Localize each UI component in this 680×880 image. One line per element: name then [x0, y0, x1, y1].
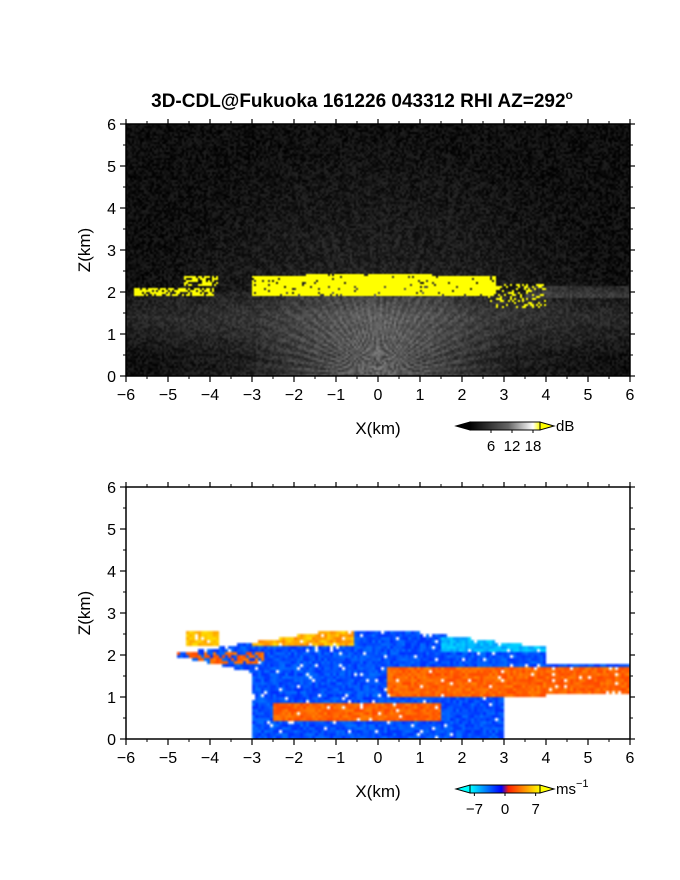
velocity-panel: −6 −5 −4 −3 −2 −1 0 1 2 3 4 5 6 0 1 2 3 4 5 6 X(km) Z(km) −… — [75, 480, 635, 818]
y-tick-label: 5 — [107, 522, 116, 539]
y-tick-label: 1 — [107, 327, 116, 344]
velocity-ylabel: Z(km) — [75, 591, 94, 635]
y-tick-label: 3 — [107, 606, 116, 623]
colorbar-gradient — [469, 784, 541, 794]
colorbar-tick-label: 0 — [501, 801, 509, 818]
y-tick-label: 4 — [107, 564, 116, 581]
backscatter-axes: −6 −5 −4 −3 −2 −1 0 1 2 3 4 5 6 0 1 2 3 4 5 6 — [107, 117, 635, 404]
colorbar-min-arrow — [454, 421, 471, 431]
y-tick-label: 5 — [107, 159, 116, 176]
y-tick-label: 4 — [107, 201, 116, 218]
x-tick-label: −2 — [285, 750, 303, 767]
x-tick-label: 4 — [542, 750, 551, 767]
y-tick-label: 6 — [107, 117, 116, 134]
x-tick-label: 5 — [584, 750, 593, 767]
y-tick-label: 3 — [107, 243, 116, 260]
x-tick-label: −2 — [285, 387, 303, 404]
y-tick-label: 2 — [107, 285, 116, 302]
y-tick-label: 0 — [107, 369, 116, 386]
backscatter-ylabel: Z(km) — [75, 228, 94, 272]
colorbar-min-arrow — [454, 784, 471, 794]
x-tick-label: −4 — [201, 750, 219, 767]
y-tick-label: 2 — [107, 648, 116, 665]
velocity-heatmap — [126, 487, 630, 739]
x-tick-label: 1 — [416, 750, 425, 767]
velocity-xlabel: X(km) — [355, 782, 400, 801]
y-tick-label: 1 — [107, 690, 116, 707]
svg-text:3D-CDL@Fukuoka 161226 043312 R: 3D-CDL@Fukuoka 161226 043312 RHI AZ=292o — [151, 88, 573, 112]
x-tick-label: 1 — [416, 387, 425, 404]
y-tick-label: 0 — [107, 732, 116, 749]
backscatter-xlabel: X(km) — [355, 419, 400, 438]
x-tick-label: −6 — [117, 750, 135, 767]
x-tick-label: 0 — [374, 387, 383, 404]
x-tick-label: 6 — [626, 750, 635, 767]
colorbar-gradient — [469, 421, 541, 431]
backscatter-heatmap — [126, 124, 630, 376]
title-text: 3D-CDL@Fukuoka 161226 043312 RHI AZ=292 — [151, 91, 565, 112]
x-tick-label: 3 — [500, 750, 509, 767]
x-tick-label: 2 — [458, 750, 467, 767]
colorbar-max-arrow — [539, 784, 556, 794]
x-tick-label: 6 — [626, 387, 635, 404]
colorbar-max-arrow — [539, 421, 556, 431]
title-degree: o — [566, 88, 573, 102]
x-tick-label: −5 — [159, 387, 177, 404]
x-tick-label: −3 — [243, 387, 261, 404]
x-tick-label: −1 — [327, 387, 345, 404]
x-tick-label: 3 — [500, 387, 509, 404]
figure-title: 3D-CDL@Fukuoka 161226 043312 RHI AZ=292o — [151, 88, 573, 112]
x-tick-label: −6 — [117, 387, 135, 404]
x-tick-label: −1 — [327, 750, 345, 767]
colorbar-unit: ms−1 — [556, 778, 589, 798]
colorbar-tick-label: −7 — [466, 801, 483, 818]
velocity-axes: −6 −5 −4 −3 −2 −1 0 1 2 3 4 5 6 0 1 2 3 4 5 6 — [107, 480, 635, 767]
y-tick-label: 6 — [107, 480, 116, 497]
x-tick-label: 0 — [374, 750, 383, 767]
colorbar-tick-label: 6 — [487, 438, 495, 455]
velocity-colorbar: −7 0 7 ms−1 — [454, 778, 589, 818]
colorbar-tick-label: 7 — [531, 801, 539, 818]
x-tick-label: −4 — [201, 387, 219, 404]
x-tick-label: −5 — [159, 750, 177, 767]
x-tick-label: 5 — [584, 387, 593, 404]
colorbar-unit: dB — [556, 418, 574, 435]
x-tick-label: 4 — [542, 387, 551, 404]
colorbar-tick-label: 12 — [504, 438, 521, 455]
x-tick-label: 2 — [458, 387, 467, 404]
backscatter-colorbar: 6 12 18 dB — [454, 418, 574, 455]
x-tick-label: −3 — [243, 750, 261, 767]
colorbar-tick-label: 18 — [525, 438, 542, 455]
